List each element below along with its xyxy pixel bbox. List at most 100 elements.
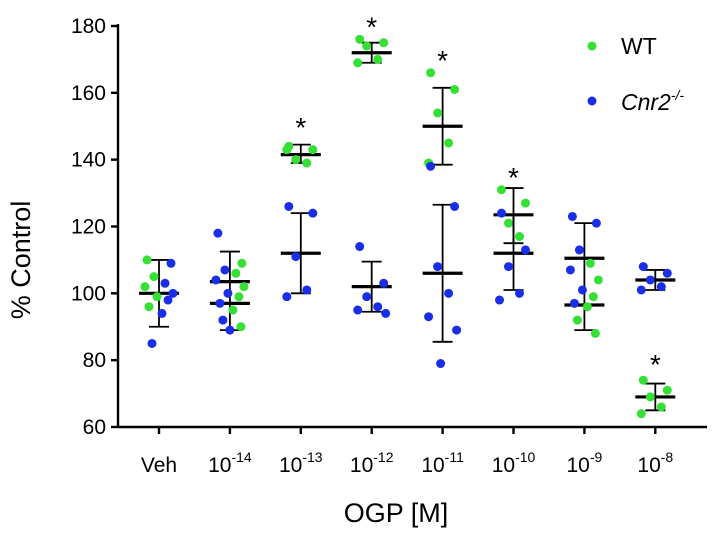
wt-point xyxy=(302,158,312,168)
cnr2-point xyxy=(591,218,601,228)
cnr2-point xyxy=(577,285,587,295)
wt-point xyxy=(572,315,582,325)
wt-point xyxy=(588,292,598,302)
significance-star: * xyxy=(366,12,377,43)
wt-point xyxy=(282,145,292,155)
cnr2-point xyxy=(504,262,513,272)
wt-point xyxy=(636,409,646,419)
wt-point xyxy=(291,155,301,165)
y-tick-label: 80 xyxy=(83,349,106,372)
cnr2-point xyxy=(163,295,173,305)
cnr2-point xyxy=(450,201,460,211)
cnr2-point xyxy=(379,278,389,288)
x-tick-label: 10-13 xyxy=(279,449,323,477)
x-tick-label: 10-12 xyxy=(350,449,394,477)
x-tick-label: 10-8 xyxy=(637,449,673,477)
cnr2-point xyxy=(213,228,223,238)
cnr2-point xyxy=(284,201,294,211)
cnr2-point xyxy=(218,315,228,325)
y-tick-label: 140 xyxy=(71,149,106,172)
wt-point xyxy=(638,375,648,385)
y-axis-title: % Control xyxy=(6,201,36,320)
cnr2-point xyxy=(220,265,230,275)
cnr2-point xyxy=(362,292,372,302)
y-tick-label: 100 xyxy=(71,282,106,305)
cnr2-point xyxy=(433,262,443,272)
wt-point xyxy=(234,292,244,302)
wt-point xyxy=(662,385,672,395)
wt-point xyxy=(656,402,666,412)
wt-point xyxy=(450,84,460,94)
y-tick-label: 60 xyxy=(83,416,106,439)
wt-point xyxy=(593,275,603,285)
cnr2-point xyxy=(424,312,434,322)
cnr2-point xyxy=(452,325,462,335)
cnr2-point xyxy=(656,282,666,292)
wt-point xyxy=(379,38,389,48)
wt-point xyxy=(497,185,506,195)
cnr2-point xyxy=(662,268,672,278)
cnr2-point xyxy=(223,288,233,298)
cnr2-point xyxy=(308,208,318,218)
wt-point xyxy=(504,218,513,228)
cnr2-point xyxy=(645,275,655,285)
legend-label-cnr2: Cnr2-/- xyxy=(621,87,684,115)
plot-area: * * * * * xyxy=(139,12,676,419)
cnr2-point xyxy=(215,298,225,308)
x-tick-label: 10-10 xyxy=(492,449,536,477)
cnr2-point xyxy=(211,275,221,285)
wt-point xyxy=(444,138,454,148)
wt-point xyxy=(308,145,318,155)
cnr2-point xyxy=(157,308,167,318)
y-tick-label: 120 xyxy=(71,216,106,239)
wt-point xyxy=(426,68,436,78)
cnr2-point xyxy=(567,211,577,221)
x-tick-label: 10-9 xyxy=(566,449,602,477)
wt-point xyxy=(362,41,372,51)
cnr2-point xyxy=(302,285,312,295)
wt-point xyxy=(228,305,238,315)
wt-point xyxy=(152,292,162,302)
wt-point xyxy=(582,302,592,312)
cnr2-point xyxy=(160,278,170,288)
wt-point xyxy=(144,302,154,312)
y-axis: 60 80 100 120 140 160 180 xyxy=(71,15,120,439)
legend: WT Cnr2-/- xyxy=(587,33,684,115)
wt-point xyxy=(149,272,159,282)
x-axis-title: OGP [M] xyxy=(344,498,449,528)
wt-point xyxy=(353,58,363,68)
y-tick-label: 180 xyxy=(71,15,106,38)
wt-point xyxy=(239,282,249,292)
cnr2-point xyxy=(497,208,506,218)
wt-point xyxy=(590,328,600,338)
cnr2-point xyxy=(353,305,363,315)
cnr2-point xyxy=(495,295,504,305)
cnr2-point xyxy=(636,285,646,295)
significance-star: * xyxy=(295,112,306,143)
cnr2-point xyxy=(515,288,524,298)
wt-point xyxy=(236,322,246,332)
cnr2-point xyxy=(373,302,383,312)
cnr2-point xyxy=(166,258,176,268)
legend-label-wt: WT xyxy=(621,33,657,59)
wt-point xyxy=(355,34,365,44)
wt-point xyxy=(142,255,152,265)
wt-point xyxy=(433,108,443,118)
cnr2-point xyxy=(355,242,365,252)
x-tick-label: 10-14 xyxy=(208,449,252,477)
wt-point xyxy=(237,258,247,268)
cnr2-point xyxy=(426,161,436,171)
wt-point xyxy=(140,282,150,292)
cnr2-point xyxy=(444,288,454,298)
x-axis: Veh 10-14 10-13 10-12 10-11 10-10 10-9 10-8 xyxy=(118,425,707,477)
cnr2-point xyxy=(565,265,575,275)
wt-point xyxy=(373,54,383,64)
cnr2-point xyxy=(147,338,157,348)
cnr2-point xyxy=(638,262,648,272)
cnr2-point xyxy=(381,308,391,318)
wt-point xyxy=(645,392,655,402)
cnr2-point xyxy=(168,288,178,298)
x-tick-label: Veh xyxy=(141,454,177,477)
wt-point xyxy=(231,268,241,278)
